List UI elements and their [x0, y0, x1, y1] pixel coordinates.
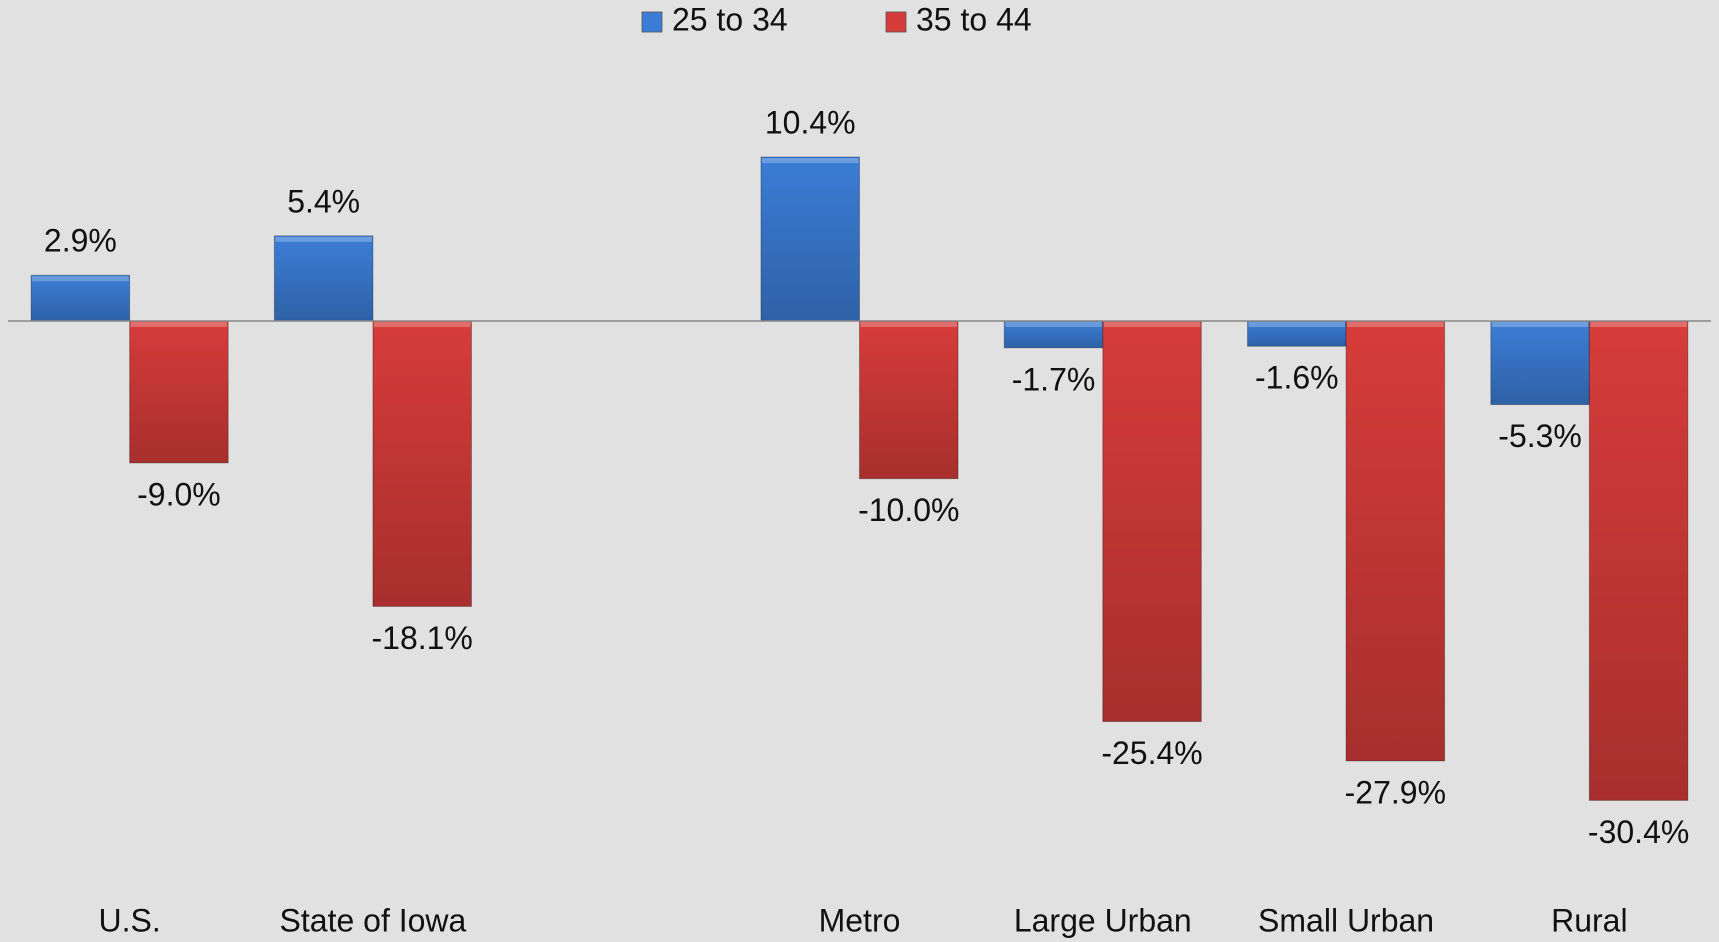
bar-bevel — [130, 322, 228, 327]
bar — [30, 274, 131, 322]
bar — [129, 320, 229, 464]
bar-bevel — [860, 322, 958, 327]
data-label: -25.4% — [1101, 735, 1202, 771]
data-label: -5.3% — [1498, 418, 1582, 454]
data-label: -30.4% — [1588, 814, 1689, 850]
bar-bevel — [1005, 322, 1102, 327]
legend-swatch — [641, 11, 663, 33]
bar-bevel — [761, 158, 859, 163]
data-label: -18.1% — [371, 620, 472, 656]
x-tick-label: Metro — [819, 902, 901, 938]
data-label: 5.4% — [287, 183, 360, 219]
bar-bevel — [1248, 322, 1346, 327]
data-label: -9.0% — [137, 476, 221, 512]
bar — [273, 235, 374, 322]
bar-bevel — [32, 276, 129, 282]
data-label: -27.9% — [1345, 774, 1446, 810]
data-label: -1.6% — [1255, 360, 1339, 396]
bar-bevel — [1347, 322, 1444, 327]
bar-bevel — [373, 322, 471, 327]
data-label: -10.0% — [858, 492, 959, 528]
x-tick-label: Rural — [1551, 902, 1627, 938]
bar — [1490, 320, 1590, 406]
legend-label: 25 to 34 — [672, 1, 788, 37]
bar — [1345, 320, 1446, 762]
bar-bevel — [1491, 322, 1589, 327]
legend-label: 35 to 44 — [916, 1, 1032, 37]
bar — [859, 320, 959, 480]
bar — [1102, 320, 1202, 723]
data-label: 2.9% — [44, 223, 117, 259]
data-label: -1.7% — [1012, 361, 1096, 397]
data-label: 10.4% — [765, 104, 856, 140]
x-tick-label: State of Iowa — [280, 902, 467, 938]
bar — [372, 320, 472, 607]
legend-swatch — [885, 11, 907, 33]
x-tick-label: Large Urban — [1014, 902, 1192, 938]
x-tick-label: Small Urban — [1258, 902, 1434, 938]
bar — [760, 156, 861, 322]
bar-bevel — [275, 236, 372, 242]
bar-bevel — [1590, 322, 1687, 327]
bar — [1588, 320, 1689, 801]
x-tick-label: U.S. — [99, 902, 161, 938]
bar-bevel — [1103, 322, 1201, 327]
